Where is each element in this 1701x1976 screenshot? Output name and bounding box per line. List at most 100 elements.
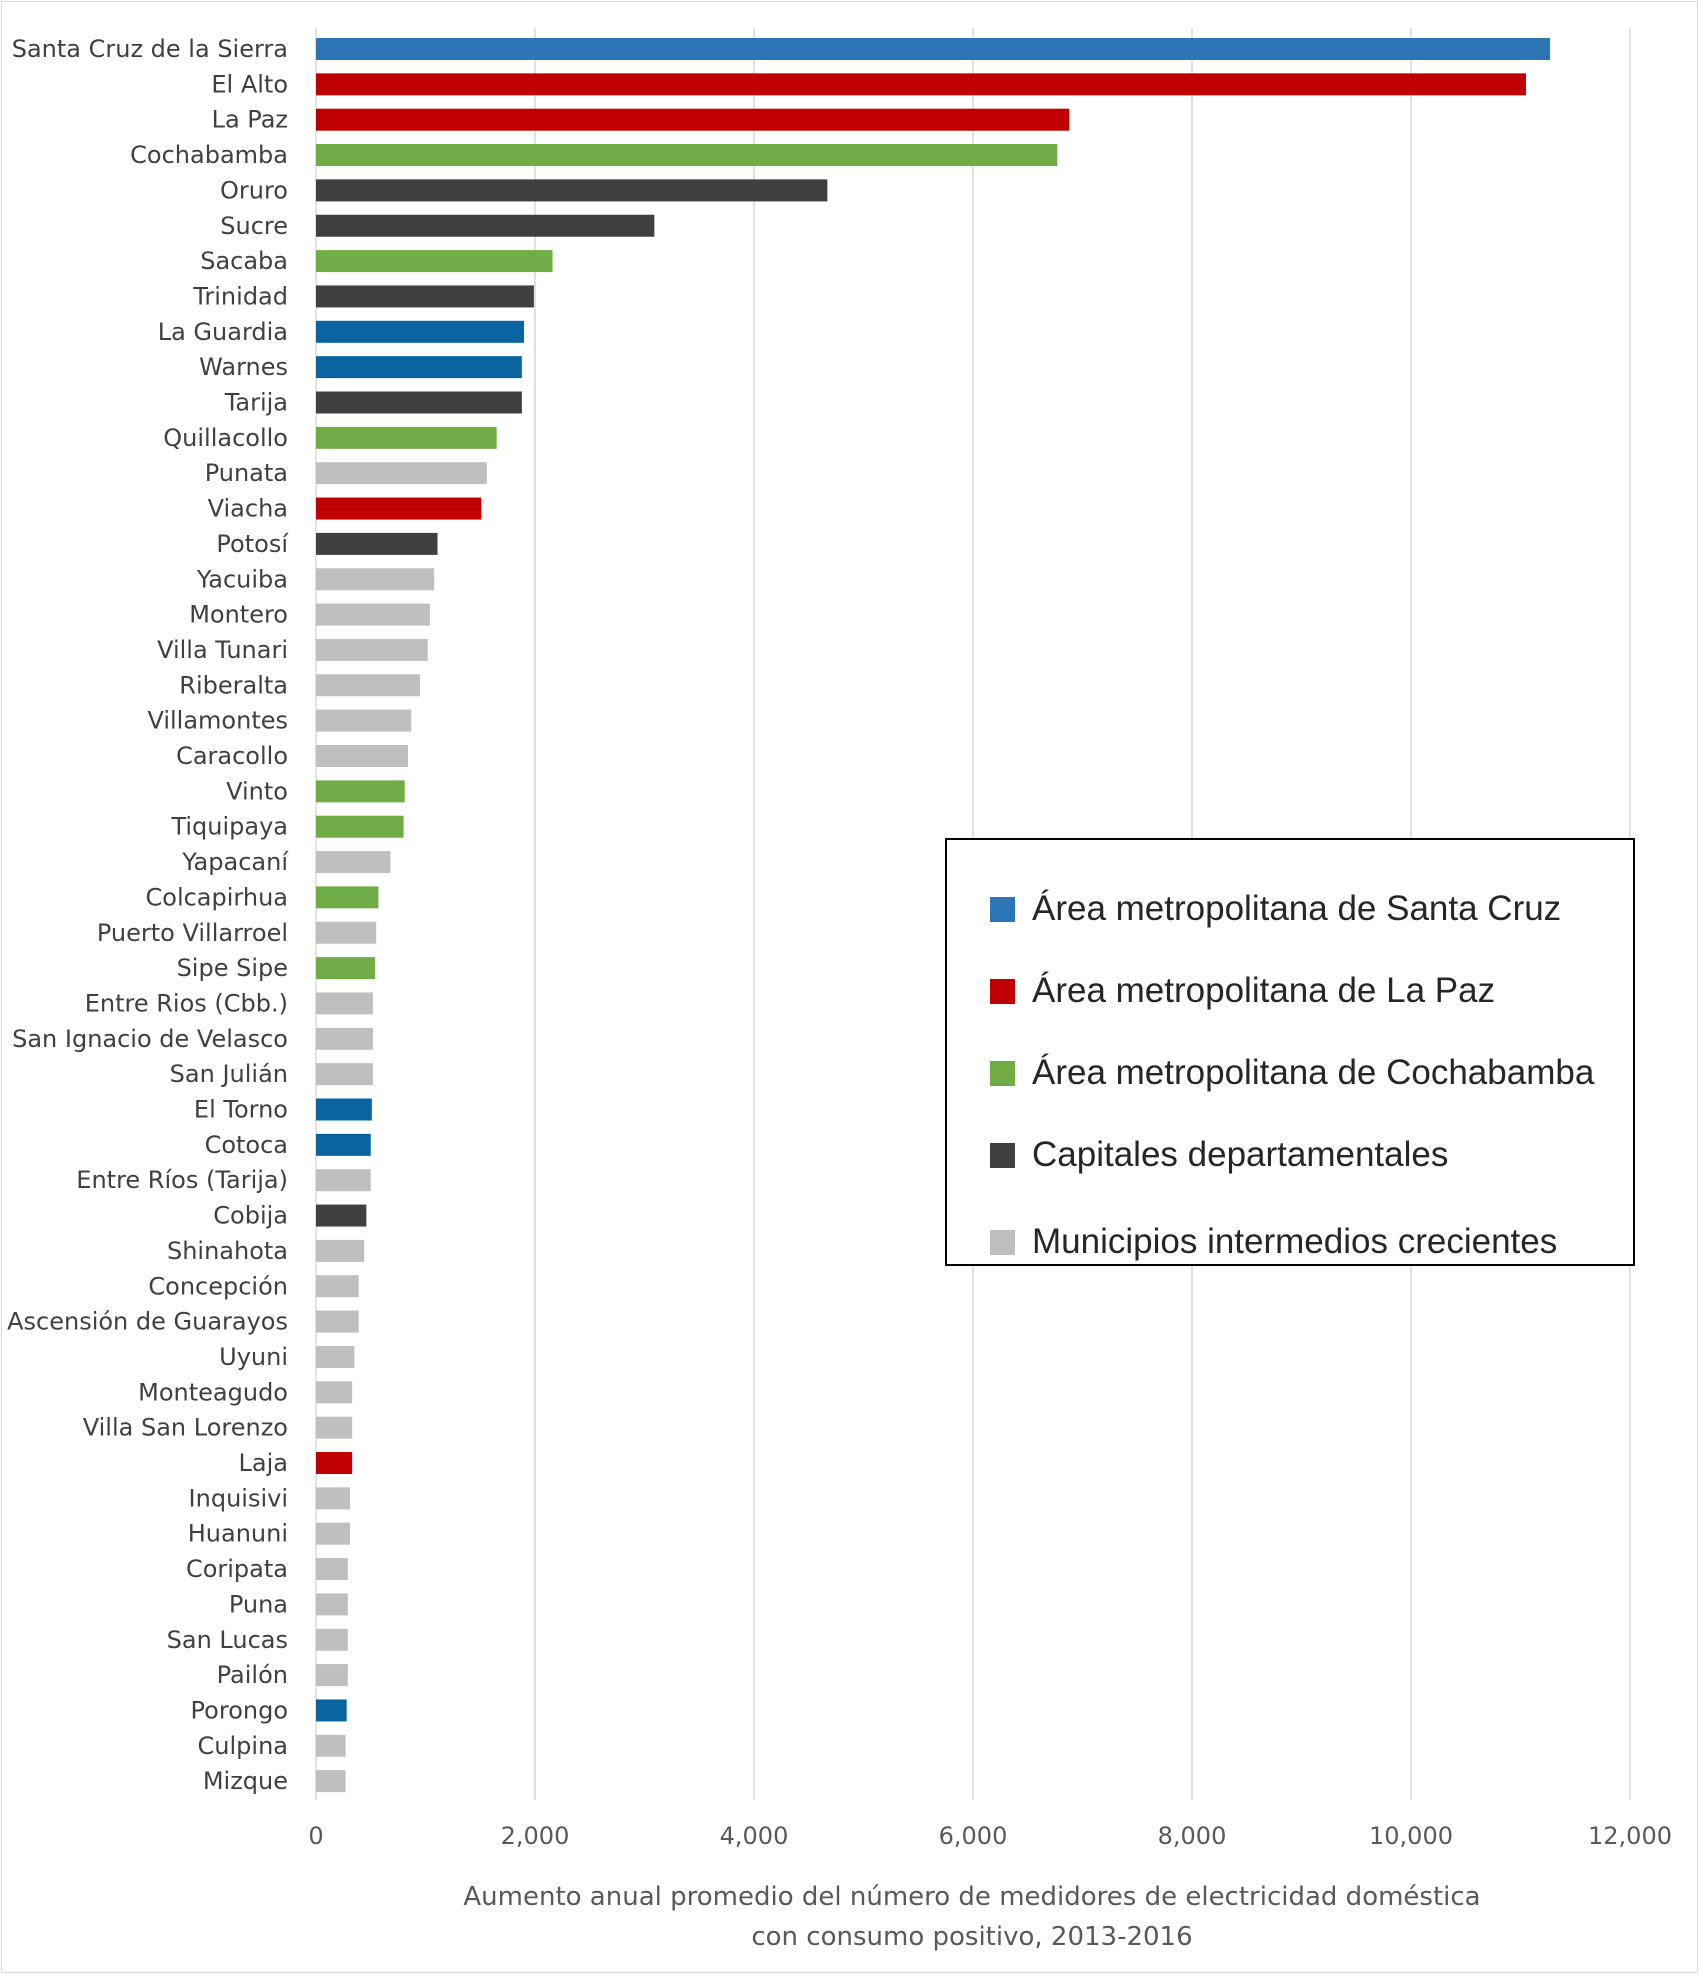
- bar: [316, 1628, 348, 1651]
- x-tick-labels: 0 2,000 4,000 6,000 8,000 10,000 12,000: [308, 1822, 1672, 1850]
- category-label: Monteagudo: [138, 1378, 288, 1406]
- bar: [316, 1452, 353, 1474]
- bar: [316, 1487, 350, 1510]
- x-tick-label: 2,000: [501, 1822, 570, 1850]
- legend-item-municipios: Municipios intermedios crecientes: [990, 1222, 1557, 1262]
- bar: [316, 144, 1058, 167]
- category-label: Tiquipaya: [170, 813, 288, 841]
- category-label: El Alto: [211, 70, 288, 98]
- legend: Área metropolitana de Santa Cruz Área me…: [945, 838, 1635, 1266]
- category-label: Vinto: [226, 777, 288, 805]
- category-label: Tarija: [224, 389, 288, 417]
- bar: [316, 745, 408, 767]
- bar: [316, 1381, 353, 1404]
- bar: [316, 957, 376, 980]
- legend-item-cochabamba: Área metropolitana de Cochabamba: [990, 1053, 1594, 1093]
- category-label: Cotoca: [205, 1131, 288, 1159]
- category-label: Punata: [205, 459, 288, 487]
- legend-swatch-la-paz: [990, 978, 1015, 1004]
- legend-item-la-paz: Área metropolitana de La Paz: [990, 971, 1495, 1011]
- bar: [316, 1027, 373, 1050]
- bar: [316, 497, 482, 520]
- bar: [316, 285, 534, 308]
- bar: [316, 815, 404, 838]
- category-label: Concepción: [148, 1272, 288, 1300]
- x-axis-title-line-1: Aumento anual promedio del número de med…: [463, 1882, 1480, 1912]
- category-label: Coripata: [186, 1555, 288, 1583]
- category-label: Puna: [229, 1590, 288, 1618]
- category-label: La Paz: [212, 106, 288, 134]
- category-label: Culpina: [198, 1732, 288, 1760]
- category-label: Montero: [189, 601, 288, 629]
- category-label: Yapacaní: [181, 848, 289, 876]
- category-label: Uyuni: [219, 1343, 288, 1371]
- category-label: Viacha: [208, 495, 288, 523]
- category-label: Pailón: [217, 1661, 288, 1689]
- legend-label-capitales: Capitales departamentales: [1032, 1135, 1449, 1174]
- category-label: San Ignacio de Velasco: [12, 1025, 288, 1053]
- bar: [316, 320, 525, 343]
- category-label: Puerto Villarroel: [97, 919, 288, 947]
- bar: [316, 356, 522, 379]
- legend-label-cochabamba: Área metropolitana de Cochabamba: [1032, 1053, 1595, 1092]
- category-label: Caracollo: [176, 742, 288, 770]
- bar: [316, 391, 522, 414]
- category-label: Sucre: [220, 212, 288, 240]
- legend-swatch-capitales: [990, 1142, 1015, 1168]
- bar: [316, 532, 438, 555]
- bar: [316, 1416, 353, 1439]
- bar: [316, 1734, 346, 1757]
- category-label: Inquisivi: [189, 1484, 288, 1512]
- category-label: Mizque: [203, 1767, 288, 1795]
- bar: [316, 709, 412, 732]
- category-label: Huanuni: [188, 1520, 288, 1548]
- category-label: Villa San Lorenzo: [83, 1414, 288, 1442]
- category-label: San Julián: [170, 1060, 288, 1088]
- bar: [316, 1770, 346, 1793]
- category-label: Cobija: [213, 1202, 288, 1230]
- bar: [316, 426, 497, 449]
- legend-label-santa-cruz: Área metropolitana de Santa Cruz: [1032, 889, 1562, 928]
- bar: [316, 1699, 347, 1722]
- bar: [316, 108, 1070, 131]
- bar: [316, 992, 373, 1015]
- x-tick-label: 6,000: [939, 1822, 1008, 1850]
- category-label: Porongo: [191, 1696, 288, 1724]
- category-label: Trinidad: [192, 282, 288, 310]
- legend-label-municipios: Municipios intermedios crecientes: [1032, 1222, 1558, 1261]
- category-label: Cochabamba: [130, 141, 288, 169]
- bar: [316, 214, 655, 237]
- category-label: Villamontes: [147, 707, 288, 735]
- bar: [316, 38, 1551, 60]
- category-label: El Torno: [194, 1096, 288, 1124]
- bar: [316, 1239, 365, 1262]
- category-label: San Lucas: [167, 1626, 288, 1654]
- legend-item-santa-cruz: Área metropolitana de Santa Cruz: [990, 889, 1561, 929]
- category-label: Sacaba: [200, 247, 288, 275]
- bar: [316, 1098, 372, 1121]
- category-label: Santa Cruz de la Sierra: [12, 35, 288, 63]
- bar: [316, 568, 435, 591]
- bar: [316, 780, 405, 803]
- category-label: La Guardia: [158, 318, 288, 346]
- legend-item-capitales: Capitales departamentales: [990, 1135, 1448, 1175]
- category-labels: Santa Cruz de la Sierra El Alto La Paz Coch…: [7, 35, 289, 1795]
- bar: [316, 1522, 350, 1545]
- category-label: Potosí: [216, 530, 289, 558]
- bar: [316, 250, 553, 273]
- x-axis-title-line-2: con consumo positivo, 2013-2016: [751, 1922, 1192, 1952]
- legend-swatch-municipios: [990, 1229, 1015, 1255]
- bar: [316, 1664, 348, 1687]
- legend-swatch-santa-cruz: [990, 896, 1015, 922]
- category-label: Quillacollo: [163, 424, 288, 452]
- x-tick-label: 4,000: [720, 1822, 789, 1850]
- bars: [316, 38, 1551, 1793]
- x-tick-label: 12,000: [1588, 1822, 1672, 1850]
- bar: [316, 73, 1526, 96]
- category-label: Sipe Sipe: [177, 954, 288, 982]
- bar: [316, 886, 379, 909]
- bar: [316, 921, 377, 944]
- category-label: Villa Tunari: [157, 636, 288, 664]
- category-label: Oruro: [220, 176, 288, 204]
